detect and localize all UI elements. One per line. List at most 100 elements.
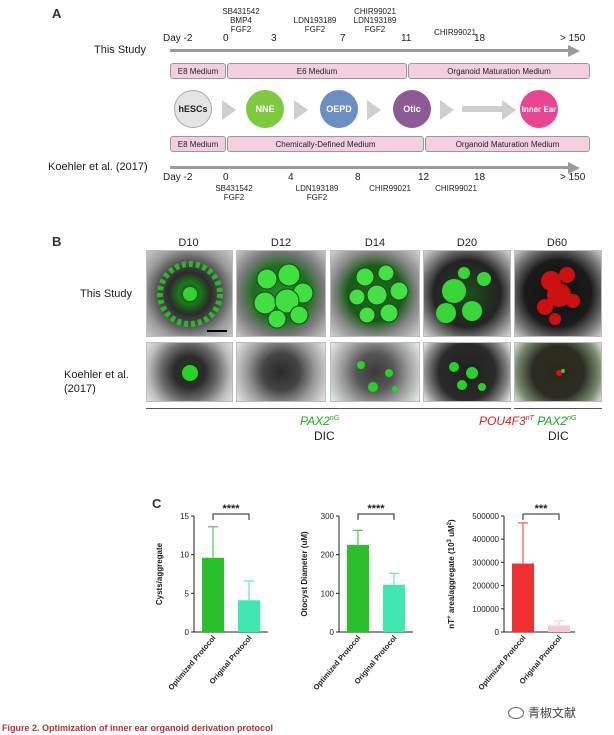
significance-stars: **** — [222, 503, 240, 515]
k-day-6: > 150 — [560, 172, 586, 183]
col-d14: D14 — [364, 237, 386, 249]
panel-c-letter: C — [152, 496, 162, 511]
ts-day-1: 0 — [223, 33, 229, 44]
image-koehler-d14 — [330, 342, 420, 402]
panel-b-letter: B — [52, 234, 62, 249]
y-tick-label: 300000 — [472, 558, 499, 567]
image-this-study-d10 — [146, 250, 233, 337]
significance-bracket — [357, 513, 395, 520]
stage-arrow-icon — [440, 100, 454, 120]
significance-bracket — [522, 513, 560, 520]
treatment-ts-1: SB431542 BMP4 FGF2 — [222, 7, 260, 34]
k-day-0: Day -2 — [163, 172, 193, 183]
k-day-3: 8 — [355, 172, 361, 183]
col-d60: D60 — [546, 237, 568, 249]
arrow-head-icon — [568, 161, 580, 174]
y-tick-label: 0 — [495, 628, 500, 637]
stage-inner-ear: Inner Ear — [520, 90, 558, 128]
koehler-label: Koehler et al. (2017) — [48, 161, 148, 173]
stage-hescs: hESCs — [174, 90, 212, 128]
bar — [383, 584, 405, 632]
image-this-study-d12 — [236, 250, 326, 337]
y-tick-label: 100000 — [472, 605, 499, 614]
treatment-k-4: CHIR99021 — [435, 184, 477, 193]
bar — [512, 563, 534, 632]
bar — [548, 625, 570, 632]
medium-e8-ts: E8 Medium — [170, 63, 226, 79]
stage-arrow-icon — [502, 100, 516, 120]
timeline-arrow-this-study — [170, 49, 570, 52]
bar — [347, 545, 369, 632]
this-study-label: This Study — [94, 44, 146, 56]
legend-dic-left: DIC — [314, 429, 335, 443]
col-d12: D12 — [270, 237, 292, 249]
medium-e8-koehler: E8 Medium — [170, 136, 226, 152]
stage-arrow-icon — [294, 100, 308, 120]
y-tick-label: 200000 — [472, 582, 499, 591]
wechat-icon — [508, 706, 524, 719]
bar — [202, 557, 224, 632]
row-label-this-study: This Study — [80, 288, 132, 300]
panel-a-letter: A — [52, 6, 62, 21]
row-label-koehler: Koehler et al. (2017) — [64, 369, 129, 395]
ts-day-6: > 150 — [560, 33, 586, 44]
image-this-study-d14 — [330, 250, 420, 337]
image-this-study-d60 — [514, 250, 602, 337]
chart-nt-area: 0 100000 200000 300000 400000 500000 nT+ area/… — [447, 503, 575, 692]
y-tick-label: 200 — [321, 551, 335, 560]
medium-e6-ts: E6 Medium — [227, 63, 407, 79]
treatment-ts-3: CHIR99021 LDN193189 FGF2 — [353, 7, 397, 34]
stage-arrow-icon — [222, 100, 236, 120]
image-koehler-d12 — [236, 342, 326, 402]
k-day-5: 18 — [474, 172, 486, 183]
figure-caption: Figure 2. Optimization of inner ear orga… — [2, 723, 274, 733]
y-axis-label: Cysts/aggregate — [155, 542, 164, 605]
watermark: 青椒文献 — [508, 704, 576, 721]
y-axis-label: nT+ area/aggregate (103 uM2) — [447, 519, 456, 629]
ts-day-5: 18 — [474, 33, 486, 44]
stage-arrow-icon — [367, 100, 381, 120]
significance-stars: *** — [535, 503, 549, 515]
bar — [238, 600, 260, 632]
y-tick-label: 0 — [330, 628, 335, 637]
treatment-k-3: CHIR99021 — [369, 184, 411, 193]
image-this-study-d20 — [423, 250, 511, 337]
ts-day-2: 3 — [271, 33, 277, 44]
y-tick-label: 500000 — [472, 512, 499, 521]
y-tick-label: 0 — [185, 628, 190, 637]
y-tick-label: 15 — [180, 512, 189, 521]
legend-line-right — [514, 408, 602, 409]
k-day-1: 0 — [223, 172, 229, 183]
long-arrow-shaft — [462, 106, 504, 112]
k-day-2: 4 — [288, 172, 294, 183]
arrow-head-icon — [568, 44, 580, 57]
medium-maturation-koehler: Organoid Maturation Medium — [425, 136, 590, 152]
image-koehler-d60 — [514, 342, 602, 402]
k-day-4: 12 — [418, 172, 430, 183]
y-tick-label: 400000 — [472, 535, 499, 544]
legend-line-left — [146, 408, 511, 409]
image-koehler-d10 — [146, 342, 233, 402]
y-axis-label: Otocyst Diameter (uM) — [300, 531, 309, 617]
timeline-arrow-koehler — [170, 166, 570, 169]
legend-pax2: PAX2nG — [300, 414, 340, 428]
col-d10: D10 — [178, 237, 199, 249]
ts-day-3: 7 — [340, 33, 346, 44]
stage-oepd: OEPD — [320, 90, 358, 128]
y-tick-label: 100 — [321, 589, 335, 598]
stage-otic: Otic — [393, 90, 431, 128]
treatment-k-2: LDN193189 FGF2 — [295, 184, 339, 202]
image-koehler-d20 — [423, 342, 511, 402]
y-tick-label: 5 — [185, 589, 190, 598]
legend-pou4f3-pax2: POU4F3nT PAX2nG — [479, 414, 577, 428]
treatment-ts-2: LDN193189 FGF2 — [293, 16, 337, 34]
ts-day-0: Day -2 — [163, 33, 193, 44]
col-d20: D20 — [456, 237, 478, 249]
legend-dic-right: DIC — [548, 429, 569, 443]
significance-bracket — [212, 513, 250, 520]
y-tick-label: 10 — [180, 551, 189, 560]
ts-day-4: 11 — [401, 33, 412, 44]
stage-nne: NNE — [246, 90, 284, 128]
